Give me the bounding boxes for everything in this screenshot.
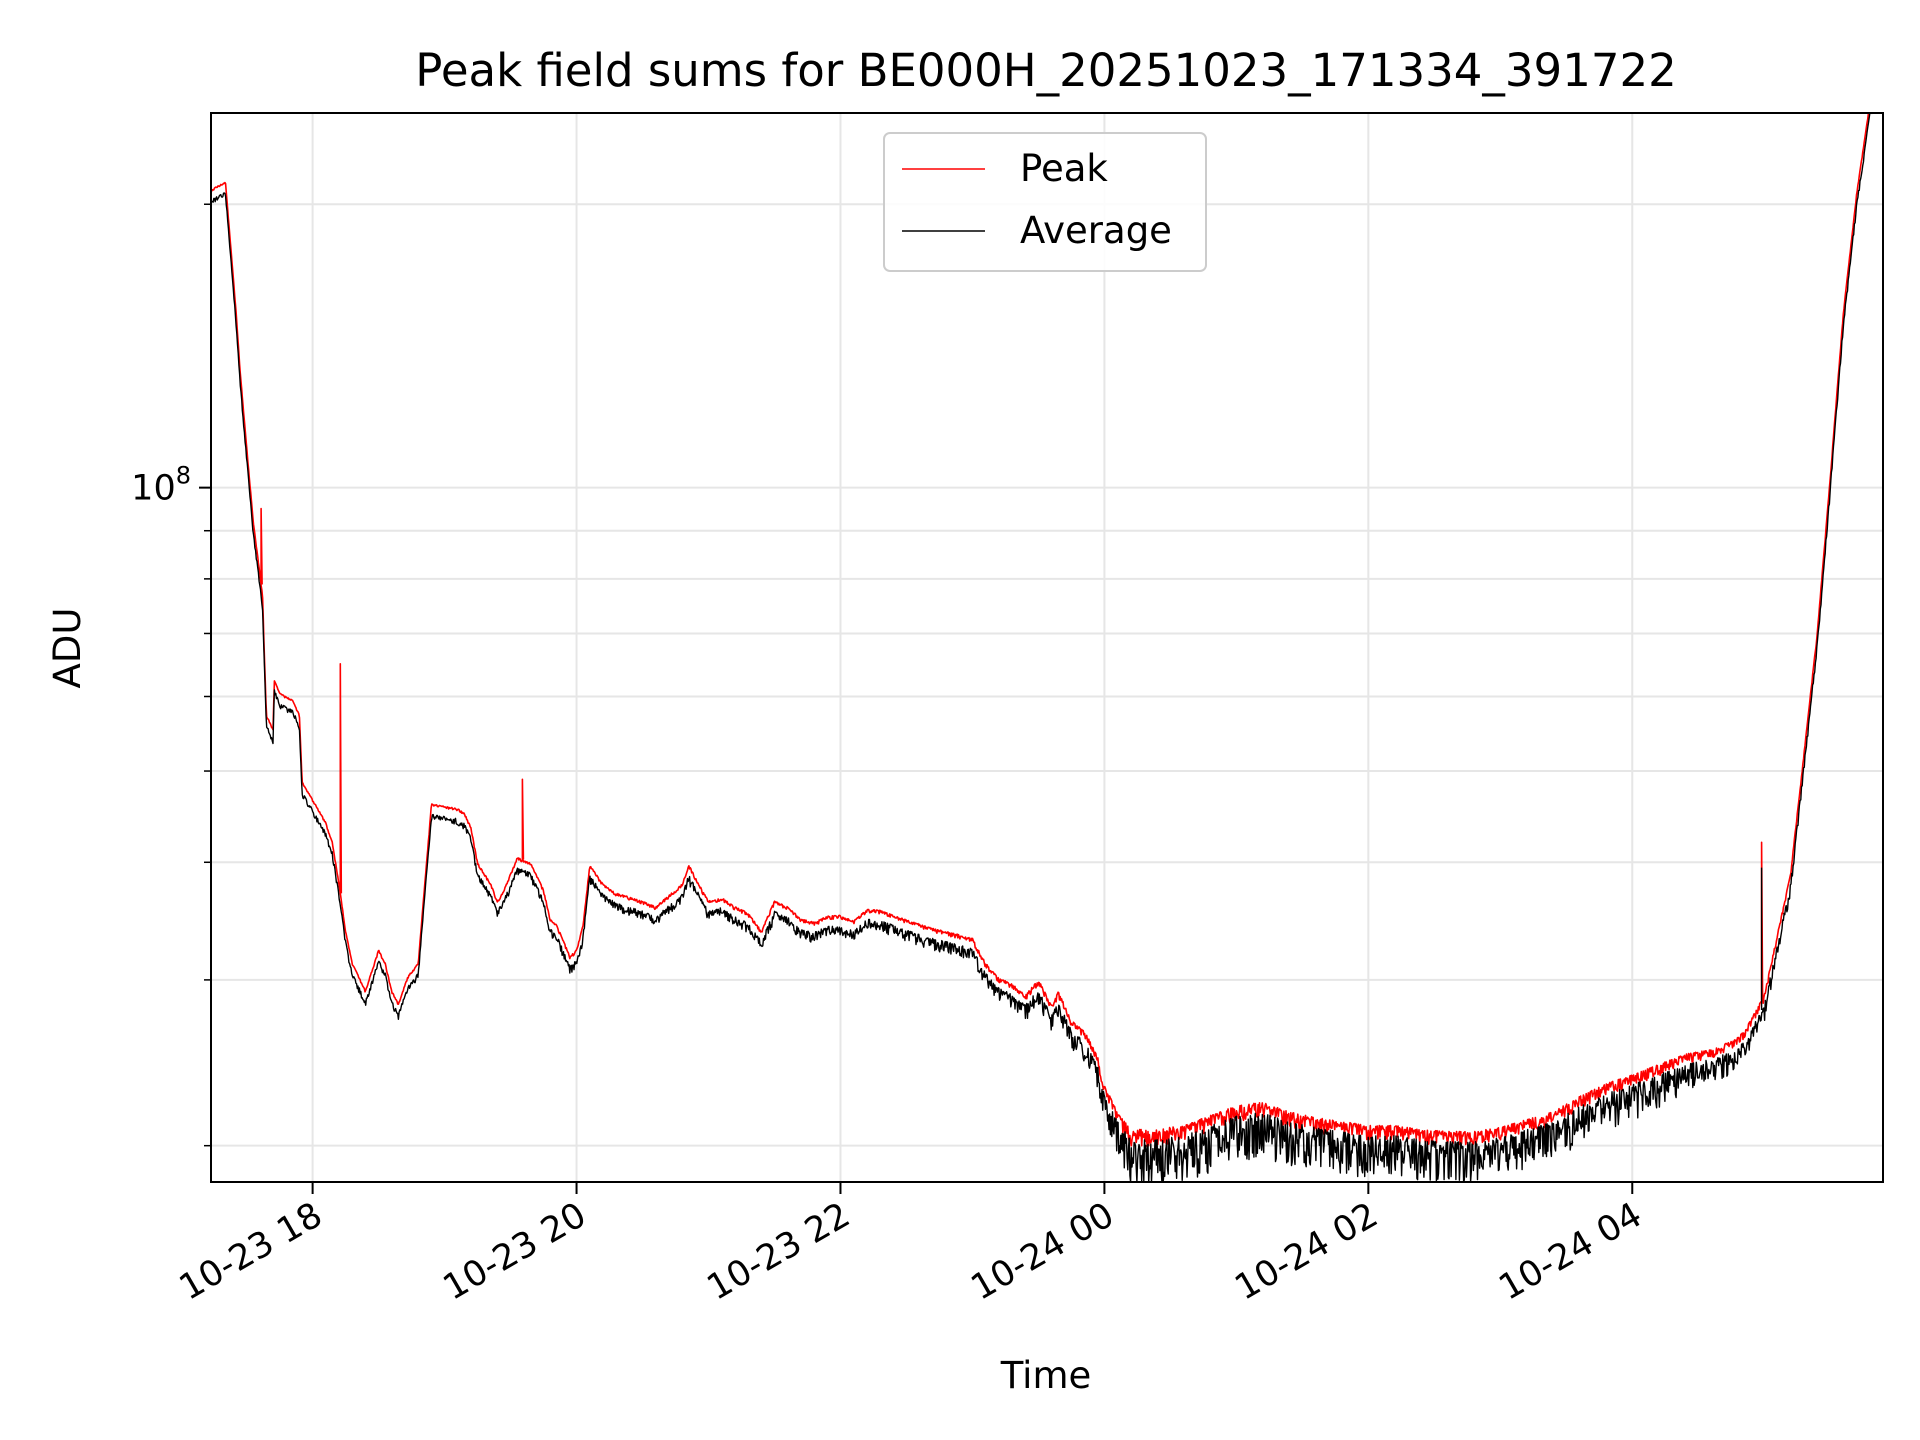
y-axis-ticks: 108 bbox=[131, 203, 211, 1147]
legend-average-label: Average bbox=[1020, 209, 1172, 252]
series-line-average bbox=[211, 113, 1883, 1182]
y-tick-label: 108 bbox=[131, 462, 191, 509]
chart-title: Peak field sums for BE000H_20251023_1713… bbox=[415, 44, 1676, 97]
legend-peak-label: Peak bbox=[1020, 147, 1108, 190]
x-axis-label: Time bbox=[1000, 1354, 1092, 1397]
legend-box bbox=[883, 132, 1207, 272]
legend[interactable]: Peak Average bbox=[883, 132, 1207, 272]
plot-frame bbox=[210, 112, 1884, 1183]
y-axis-label: ADU bbox=[46, 608, 89, 689]
series-line-peak bbox=[211, 113, 1883, 1148]
plot-series bbox=[211, 113, 1883, 1182]
